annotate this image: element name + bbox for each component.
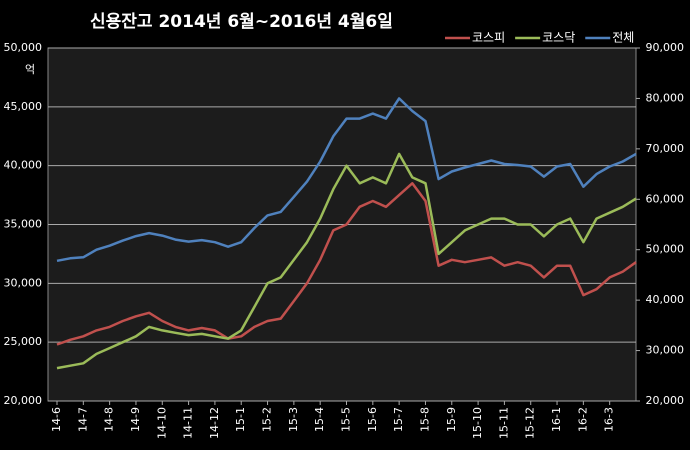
y2-tick-label: 20,000 [646, 394, 685, 407]
y-axis-label: 억 [25, 63, 35, 76]
y-tick-label: 35,000 [4, 218, 43, 231]
y-tick-label: 30,000 [4, 276, 43, 289]
y2-tick-label: 80,000 [646, 91, 685, 104]
x-tick-label: 15-11 [497, 407, 510, 439]
x-tick-label: 15-4 [313, 407, 326, 432]
y-tick-label: 40,000 [4, 159, 43, 172]
x-tick-label: 14-8 [103, 407, 116, 432]
series-line [56, 182, 637, 346]
y-tick-label: 20,000 [4, 394, 43, 407]
legend-label: 코스피 [472, 31, 505, 45]
x-tick-label: 15-9 [445, 407, 458, 432]
chart-title: 신용잔고 2014년 6월~2016년 4월6일 [90, 12, 393, 32]
x-tick-label: 14-11 [182, 407, 195, 439]
y-tick-label: 25,000 [4, 335, 43, 348]
x-tick-label: 16-2 [576, 407, 589, 432]
x-tick-label: 16-3 [603, 407, 616, 432]
y2-tick-label: 60,000 [646, 192, 685, 205]
y2-tick-label: 40,000 [646, 293, 685, 306]
y-tick-label: 45,000 [4, 100, 43, 113]
y-tick-label: 50,000 [4, 41, 43, 54]
x-tick-label: 15-7 [392, 407, 405, 432]
series-line [56, 152, 637, 370]
x-tick-label: 15-10 [471, 407, 484, 439]
x-tick-label: 15-8 [418, 407, 431, 432]
y2-tick-label: 50,000 [646, 243, 685, 256]
series-line [56, 97, 637, 263]
x-tick-label: 14-6 [50, 407, 63, 432]
x-tick-label: 16-1 [550, 407, 563, 432]
x-tick-label: 15-2 [261, 407, 274, 432]
y2-tick-label: 90,000 [646, 41, 685, 54]
x-tick-label: 15-3 [287, 407, 300, 432]
x-tick-label: 15-12 [524, 407, 537, 439]
x-tick-label: 15-5 [340, 407, 353, 432]
x-tick-label: 15-6 [366, 407, 379, 432]
x-tick-label: 14-9 [129, 407, 142, 432]
y2-tick-label: 70,000 [646, 142, 685, 155]
y2-tick-label: 30,000 [646, 344, 685, 357]
x-tick-label: 14-12 [208, 407, 221, 439]
x-tick-label: 15-1 [234, 407, 247, 432]
legend-label: 전체 [612, 31, 634, 45]
x-tick-label: 14-7 [76, 407, 89, 432]
x-tick-label: 14-10 [155, 407, 168, 439]
legend-label: 코스닥 [542, 31, 575, 45]
